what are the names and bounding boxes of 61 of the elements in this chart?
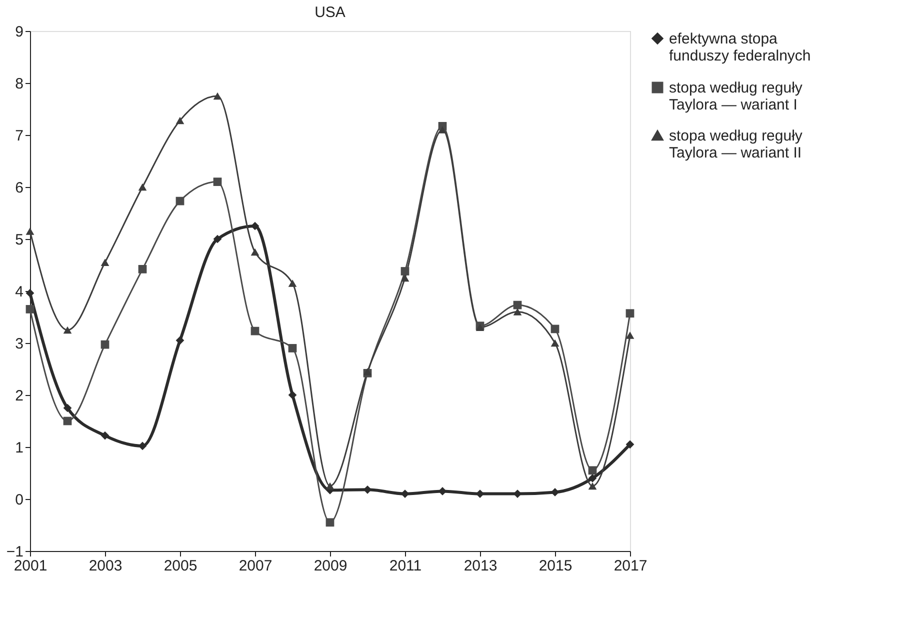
x-tick-label: 2017	[614, 558, 648, 574]
y-tick-label: 1	[15, 440, 24, 456]
point	[26, 228, 34, 235]
point	[626, 440, 634, 449]
point	[63, 416, 72, 426]
point	[588, 466, 597, 475]
x-tick-label: 2015	[538, 558, 572, 574]
legend-label: stopa według reguły Taylora — wariant II	[669, 128, 803, 162]
point	[250, 248, 260, 256]
y-tick-label: 6	[15, 180, 24, 196]
point	[138, 264, 147, 274]
legend-label: stopa według reguły Taylora — wariant I	[669, 80, 803, 114]
y-tick-label: 4	[15, 284, 24, 300]
x-tick-label: 2005	[164, 558, 198, 574]
point	[513, 308, 522, 316]
point	[288, 280, 297, 287]
point	[438, 126, 447, 134]
point	[326, 482, 334, 490]
point	[213, 234, 222, 244]
point	[550, 324, 560, 334]
point	[63, 326, 72, 334]
point	[250, 326, 260, 336]
point	[63, 404, 72, 412]
point	[400, 267, 410, 276]
point	[138, 183, 147, 191]
y-tick-label: 9	[15, 24, 24, 40]
x-tick-label: 2011	[389, 558, 422, 574]
legend-label: efektywna stopa funduszy federalnych	[669, 30, 811, 64]
chart-title: USA	[314, 4, 346, 21]
x-tick-label: 2009	[314, 558, 348, 574]
point	[626, 332, 634, 339]
x-tick-label: 2001	[14, 558, 48, 574]
point	[326, 518, 334, 527]
y-tick-label: 5	[15, 232, 24, 248]
y-tick-label: 3	[15, 336, 24, 352]
x-tick-label: 2013	[464, 558, 498, 574]
point	[400, 274, 410, 282]
point	[588, 482, 597, 490]
point	[213, 178, 222, 186]
point	[288, 344, 297, 352]
point	[100, 340, 110, 349]
x-tick-label: 2003	[88, 558, 122, 574]
point	[100, 431, 110, 440]
point	[626, 309, 634, 318]
y-tick-label: −1	[6, 544, 24, 560]
y-tick-label: 7	[15, 128, 24, 144]
y-tick-label: 8	[15, 76, 24, 92]
point	[550, 339, 560, 347]
y-tick-label: 0	[15, 492, 24, 508]
point	[288, 390, 297, 400]
point	[176, 116, 184, 124]
point	[176, 336, 184, 345]
x-tick-label: 2007	[238, 558, 272, 574]
point	[213, 92, 222, 100]
point	[176, 196, 184, 206]
point	[26, 288, 34, 298]
point	[513, 300, 522, 310]
point	[100, 258, 110, 266]
point	[588, 474, 597, 482]
y-tick-label: 2	[15, 388, 24, 404]
point	[26, 305, 34, 314]
